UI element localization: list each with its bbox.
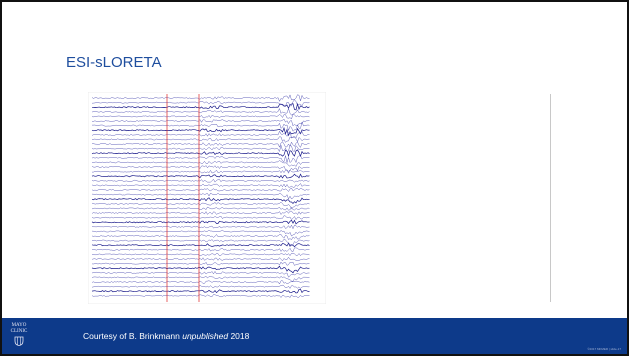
credit-text: Courtesy of B. Brinkmann bbox=[83, 331, 182, 341]
slide: ESI-sLORETA MAYO CLINIC Courtesy of B. B… bbox=[0, 0, 629, 356]
footer-bar: MAYO CLINIC Courtesy of B. Brinkmann unp… bbox=[2, 318, 627, 354]
divider bbox=[550, 94, 551, 302]
page: ESI-sLORETA MAYO CLINIC Courtesy of B. B… bbox=[0, 0, 629, 356]
slide-info: ©2017 MFMER | slide-17 bbox=[587, 347, 621, 351]
eeg-frame bbox=[88, 92, 326, 304]
logo-shield bbox=[14, 336, 24, 346]
credit: Courtesy of B. Brinkmann unpublished 201… bbox=[83, 331, 249, 341]
eeg-figure bbox=[88, 92, 326, 304]
logo-text: CLINIC bbox=[10, 329, 28, 335]
credit-emphasis: unpublished bbox=[182, 331, 228, 341]
slide-title: ESI-sLORETA bbox=[66, 54, 162, 71]
logo: MAYO CLINIC bbox=[10, 323, 28, 346]
credit-text: 2018 bbox=[228, 331, 249, 341]
